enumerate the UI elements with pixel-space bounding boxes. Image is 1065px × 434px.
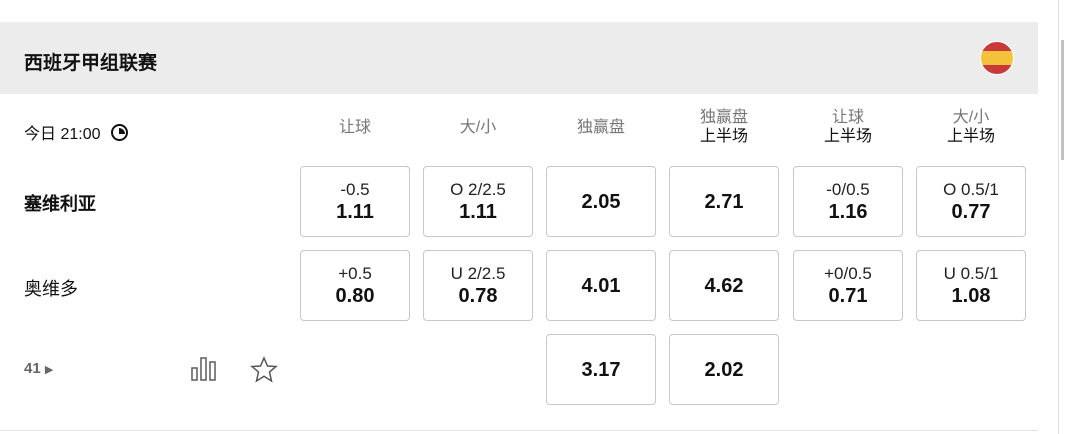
- more-markets-count: 41: [24, 360, 41, 377]
- away-team: 奥维多: [24, 279, 78, 299]
- odds-value: 3.17: [581, 358, 621, 381]
- spain-flag-icon: [980, 41, 1014, 75]
- column-header-top: 让球: [338, 119, 371, 136]
- odds-value: 0.77: [951, 200, 991, 223]
- odds-button-home[interactable]: O 2/2.5 1.11: [423, 166, 533, 237]
- odds-value: 0.80: [335, 284, 375, 307]
- divider: [0, 430, 1038, 431]
- odds-line: O 0.5/1: [943, 179, 999, 199]
- odds-button-home[interactable]: O 0.5/1 0.77: [916, 166, 1026, 237]
- odds-button-away[interactable]: U 2/2.5 0.78: [423, 250, 533, 321]
- odds-value: 0.71: [828, 284, 868, 307]
- odds-button-home[interactable]: 2.05: [546, 166, 656, 237]
- match-time: 今日 21:00: [24, 120, 128, 144]
- odds-button-away[interactable]: U 0.5/1 1.08: [916, 250, 1026, 321]
- column-header: 让球 上半场: [793, 108, 903, 146]
- column-header-top: 让球: [831, 109, 864, 126]
- odds-button-draw[interactable]: 2.02: [669, 334, 779, 405]
- column-header: 大/小: [423, 118, 533, 137]
- match-time-text: 今日 21:00: [24, 126, 101, 143]
- odds-value: 4.01: [581, 274, 621, 297]
- column-header-top: 大/小: [952, 109, 990, 126]
- odds-button-draw[interactable]: 3.17: [546, 334, 656, 405]
- odds-value: 1.11: [459, 200, 497, 223]
- league-header: 西班牙甲组联赛: [0, 22, 1038, 94]
- column-header-top: 大/小: [459, 119, 497, 136]
- odds-line: +0.5: [338, 263, 372, 283]
- odds-button-away[interactable]: 4.62: [669, 250, 779, 321]
- odds-line: +0/0.5: [824, 263, 872, 283]
- column-header-top: 独赢盘: [576, 119, 625, 136]
- odds-value: 1.08: [951, 284, 991, 307]
- odds-value: 2.05: [581, 190, 621, 213]
- odds-value: 4.62: [704, 274, 744, 297]
- odds-line: U 0.5/1: [943, 263, 999, 283]
- odds-value: 2.02: [704, 358, 744, 381]
- column-header-sub: 上半场: [823, 128, 872, 145]
- more-markets-link[interactable]: 41 ▶: [24, 360, 53, 377]
- odds-value: 0.78: [458, 284, 498, 307]
- column-header-sub: 上半场: [946, 128, 995, 145]
- odds-line: U 2/2.5: [450, 263, 506, 283]
- column-header: 大/小上半场: [916, 108, 1026, 146]
- odds-button-away[interactable]: +0.5 0.80: [300, 250, 410, 321]
- odds-value: 1.11: [336, 200, 374, 223]
- column-header: 独赢盘 上半场: [669, 108, 779, 146]
- column-header: 让球: [300, 118, 410, 137]
- odds-button-home[interactable]: 2.71: [669, 166, 779, 237]
- league-title: 西班牙甲组联赛: [24, 53, 158, 74]
- odds-line: -0.5: [340, 179, 370, 199]
- favorite-star-icon[interactable]: [250, 356, 278, 383]
- stats-icon[interactable]: [191, 356, 217, 382]
- odds-line: O 2/2.5: [450, 179, 506, 199]
- odds-button-home[interactable]: -0/0.5 1.16: [793, 166, 903, 237]
- odds-button-away[interactable]: 4.01: [546, 250, 656, 321]
- odds-value: 2.71: [704, 190, 744, 213]
- scrollbar[interactable]: [1058, 0, 1065, 434]
- column-header: 独赢盘: [546, 118, 656, 137]
- caret-right-icon: ▶: [44, 364, 54, 376]
- odds-line: -0/0.5: [826, 179, 870, 199]
- clock-icon: [110, 123, 128, 141]
- odds-value: 1.16: [828, 200, 868, 223]
- home-team: 塞维利亚: [24, 194, 96, 214]
- odds-button-home[interactable]: -0.5 1.11: [300, 166, 410, 237]
- odds-button-away[interactable]: +0/0.5 0.71: [793, 250, 903, 321]
- scrollbar-thumb[interactable]: [1061, 40, 1064, 160]
- column-header-top: 独赢盘: [699, 109, 748, 126]
- column-header-sub: 上半场: [699, 128, 748, 145]
